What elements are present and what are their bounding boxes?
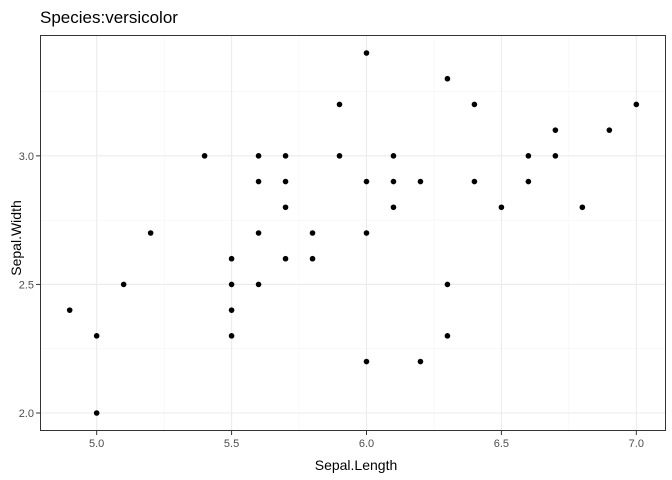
x-tick-label: 5.5 bbox=[224, 438, 239, 450]
data-point bbox=[255, 281, 262, 288]
y-tick-label: 2.0 bbox=[19, 408, 34, 420]
data-point bbox=[66, 307, 73, 313]
data-point bbox=[363, 178, 370, 185]
data-point bbox=[390, 153, 397, 159]
data-point bbox=[390, 204, 397, 211]
data-point bbox=[228, 333, 235, 339]
data-point bbox=[309, 230, 316, 236]
y-tick-label: 3.0 bbox=[19, 151, 34, 163]
data-point bbox=[282, 178, 289, 185]
data-point bbox=[255, 230, 262, 236]
data-point bbox=[309, 255, 316, 262]
data-point bbox=[471, 178, 478, 185]
x-tick-label: 6.5 bbox=[494, 438, 509, 450]
data-point bbox=[552, 127, 559, 133]
x-tick-label: 6.0 bbox=[359, 438, 374, 450]
data-point bbox=[363, 358, 370, 365]
data-point bbox=[363, 50, 370, 56]
data-point bbox=[633, 101, 640, 108]
minor-gridlines bbox=[40, 35, 666, 431]
data-point bbox=[147, 230, 154, 236]
data-point bbox=[417, 178, 424, 185]
data-point bbox=[282, 255, 289, 262]
y-axis-label: Sepal.Width bbox=[8, 200, 24, 275]
data-point bbox=[228, 255, 235, 262]
x-axis-ticks: 5.0 5.5 6.0 6.5 7.0 bbox=[89, 431, 644, 450]
data-point bbox=[120, 281, 127, 288]
x-tick-label: 5.0 bbox=[89, 438, 104, 450]
data-point bbox=[525, 153, 532, 159]
data-point bbox=[606, 127, 613, 133]
x-tick-label: 7.0 bbox=[629, 438, 644, 450]
data-point bbox=[444, 333, 451, 339]
data-point bbox=[336, 153, 343, 159]
y-axis-ticks: 2.0 2.5 3.0 bbox=[19, 151, 40, 420]
data-points bbox=[66, 50, 640, 416]
data-point bbox=[471, 101, 478, 108]
data-point bbox=[228, 307, 235, 313]
data-point bbox=[498, 204, 505, 211]
panel-border bbox=[40, 35, 666, 431]
data-point bbox=[93, 333, 100, 339]
data-point bbox=[282, 204, 289, 211]
data-point bbox=[201, 153, 208, 159]
data-point bbox=[417, 358, 424, 365]
data-point bbox=[93, 410, 100, 416]
data-point bbox=[228, 281, 235, 288]
data-point bbox=[336, 101, 343, 108]
data-point bbox=[444, 75, 451, 82]
x-axis-label: Sepal.Length bbox=[315, 457, 398, 473]
data-point bbox=[255, 178, 262, 185]
data-point bbox=[444, 281, 451, 288]
data-point bbox=[525, 178, 532, 185]
data-point bbox=[579, 204, 586, 211]
data-point bbox=[390, 178, 397, 185]
chart-title: Species:versicolor bbox=[40, 8, 178, 27]
major-gridlines bbox=[40, 35, 666, 431]
data-point bbox=[363, 230, 370, 236]
data-point bbox=[282, 153, 289, 159]
y-tick-label: 2.5 bbox=[19, 279, 34, 291]
data-point bbox=[255, 153, 262, 159]
data-point bbox=[552, 153, 559, 159]
